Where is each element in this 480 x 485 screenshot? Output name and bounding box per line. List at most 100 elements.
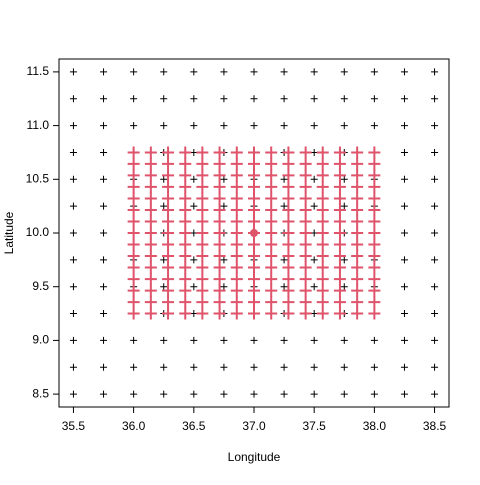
- point: [310, 122, 318, 130]
- point: [400, 229, 408, 237]
- point: [179, 146, 192, 159]
- point: [162, 227, 175, 239]
- point: [230, 227, 243, 239]
- point: [144, 157, 157, 170]
- y-tick-label: 8.5: [32, 386, 49, 400]
- point: [213, 296, 226, 309]
- point: [213, 307, 226, 320]
- point: [310, 336, 318, 344]
- point: [299, 284, 312, 297]
- point: [190, 122, 198, 130]
- point: [340, 122, 348, 130]
- point: [100, 363, 108, 371]
- point: [265, 169, 278, 182]
- point: [351, 146, 364, 159]
- point: [69, 122, 77, 130]
- point: [196, 238, 209, 251]
- point: [368, 227, 381, 239]
- point: [213, 204, 226, 217]
- point: [190, 283, 198, 291]
- point: [370, 390, 378, 398]
- point: [310, 256, 318, 264]
- point: [333, 157, 346, 170]
- point: [127, 249, 140, 262]
- point: [310, 202, 318, 210]
- point: [316, 238, 329, 251]
- point: [265, 296, 278, 309]
- point: [368, 215, 381, 228]
- point: [130, 336, 138, 344]
- point: [400, 148, 408, 156]
- point: [230, 169, 243, 182]
- point: [265, 146, 278, 159]
- point: [162, 157, 175, 170]
- point: [316, 296, 329, 309]
- point: [280, 283, 288, 291]
- point: [179, 284, 192, 297]
- point: [265, 249, 278, 262]
- point: [162, 261, 175, 274]
- point: [179, 215, 192, 228]
- point: [431, 175, 439, 183]
- point: [179, 249, 192, 262]
- point: [368, 249, 381, 262]
- point: [162, 284, 175, 297]
- point: [282, 284, 295, 297]
- point: [100, 68, 108, 76]
- point: [127, 238, 140, 251]
- point: [282, 227, 295, 239]
- point: [196, 273, 209, 286]
- x-tick-label: 36.5: [182, 419, 206, 433]
- point: [400, 336, 408, 344]
- point: [130, 95, 138, 103]
- point: [340, 283, 348, 291]
- point: [299, 261, 312, 274]
- point: [282, 157, 295, 170]
- point: [368, 192, 381, 205]
- point: [162, 296, 175, 309]
- point: [351, 238, 364, 251]
- point: [220, 68, 228, 76]
- point: [310, 310, 318, 318]
- point: [351, 284, 364, 297]
- y-tick-label: 10.0: [26, 225, 50, 239]
- point: [127, 261, 140, 274]
- point: [144, 261, 157, 274]
- point: [248, 261, 260, 274]
- point: [400, 202, 408, 210]
- y-tick-label: 10.5: [26, 171, 50, 185]
- point: [190, 310, 198, 318]
- point: [265, 204, 278, 217]
- point: [316, 204, 329, 217]
- point: [196, 204, 209, 217]
- point: [190, 390, 198, 398]
- point: [230, 307, 243, 320]
- point: [190, 229, 198, 237]
- point: [190, 202, 198, 210]
- point: [370, 122, 378, 130]
- point: [69, 336, 77, 344]
- point: [333, 307, 346, 320]
- x-tick-label: 38.0: [363, 419, 387, 433]
- point: [299, 238, 312, 251]
- point: [160, 256, 168, 264]
- point: [368, 180, 381, 193]
- point: [400, 390, 408, 398]
- point: [179, 296, 192, 309]
- point: [127, 284, 140, 297]
- point: [220, 122, 228, 130]
- point: [144, 146, 157, 159]
- point: [220, 256, 228, 264]
- point: [340, 336, 348, 344]
- point: [162, 307, 175, 320]
- point: [179, 157, 192, 170]
- point: [333, 146, 346, 159]
- point: [282, 273, 295, 286]
- point: [310, 229, 318, 237]
- point: [368, 273, 381, 286]
- point: [333, 215, 346, 228]
- point: [310, 283, 318, 291]
- point: [431, 122, 439, 130]
- point: [230, 261, 243, 274]
- point: [265, 227, 278, 239]
